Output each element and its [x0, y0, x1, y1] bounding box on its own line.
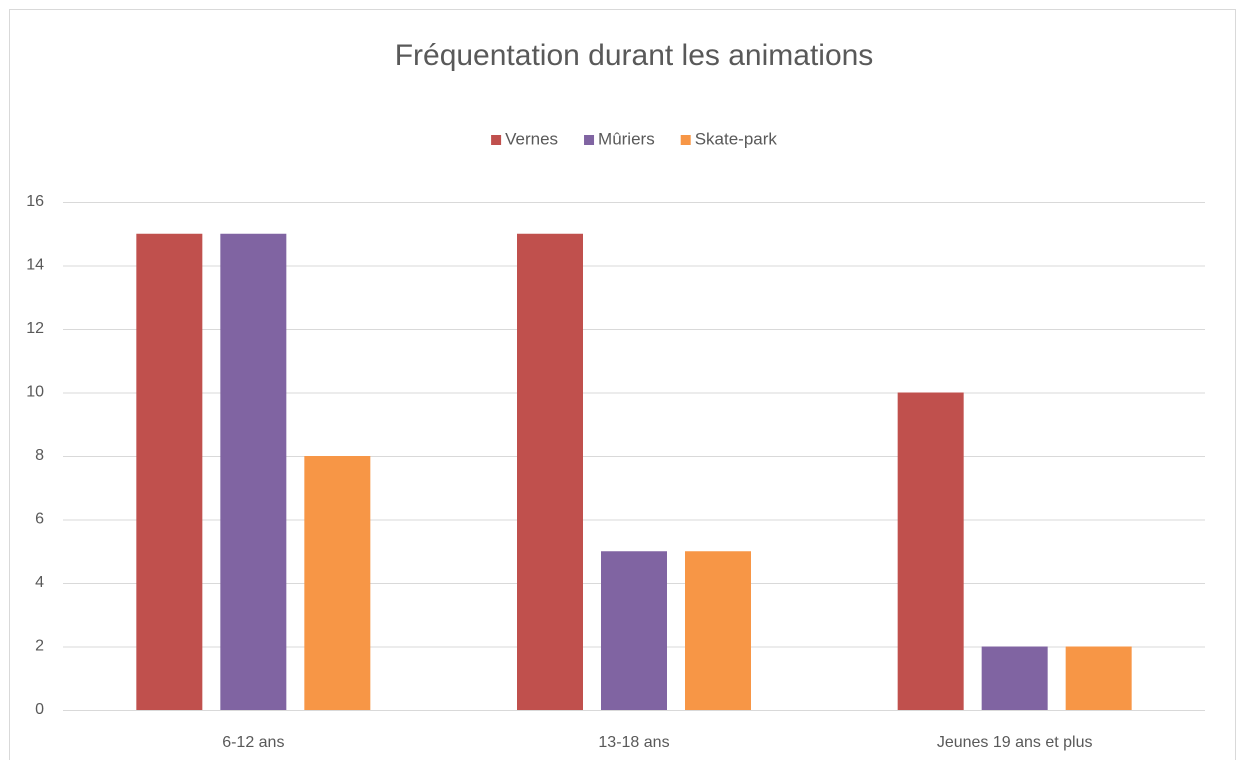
- bar: [1065, 646, 1132, 710]
- bar: [220, 233, 287, 710]
- chart-title: Fréquentation durant les animations: [395, 39, 874, 72]
- x-tick-label: 13-18 ans: [598, 734, 669, 751]
- legend-label: Mûriers: [598, 129, 655, 148]
- bar: [981, 646, 1048, 710]
- legend-label: Skate-park: [695, 129, 778, 148]
- legend: Vernes Mûriers Skate-park: [491, 129, 777, 148]
- bar: [304, 456, 371, 710]
- x-tick-label: Jeunes 19 ans et plus: [937, 734, 1093, 751]
- y-tick-label: 6: [35, 511, 44, 528]
- legend-swatch: [680, 135, 691, 145]
- y-tick-label: 4: [35, 574, 44, 591]
- legend-swatch: [584, 135, 595, 145]
- y-tick-label: 12: [26, 320, 44, 337]
- legend-label: Vernes: [505, 129, 558, 148]
- y-tick-label: 8: [35, 447, 44, 464]
- legend-swatch: [491, 135, 502, 145]
- bar: [601, 551, 667, 710]
- y-tick-label: 0: [35, 701, 44, 718]
- bar: [685, 551, 751, 710]
- bar: [517, 233, 583, 710]
- bar: [136, 233, 203, 710]
- bar: [897, 392, 964, 710]
- x-tick-label: 6-12 ans: [222, 734, 284, 751]
- y-tick-label: 2: [35, 638, 44, 655]
- y-tick-label: 14: [26, 257, 44, 274]
- y-tick-label: 10: [26, 384, 44, 401]
- y-tick-label: 16: [26, 193, 44, 210]
